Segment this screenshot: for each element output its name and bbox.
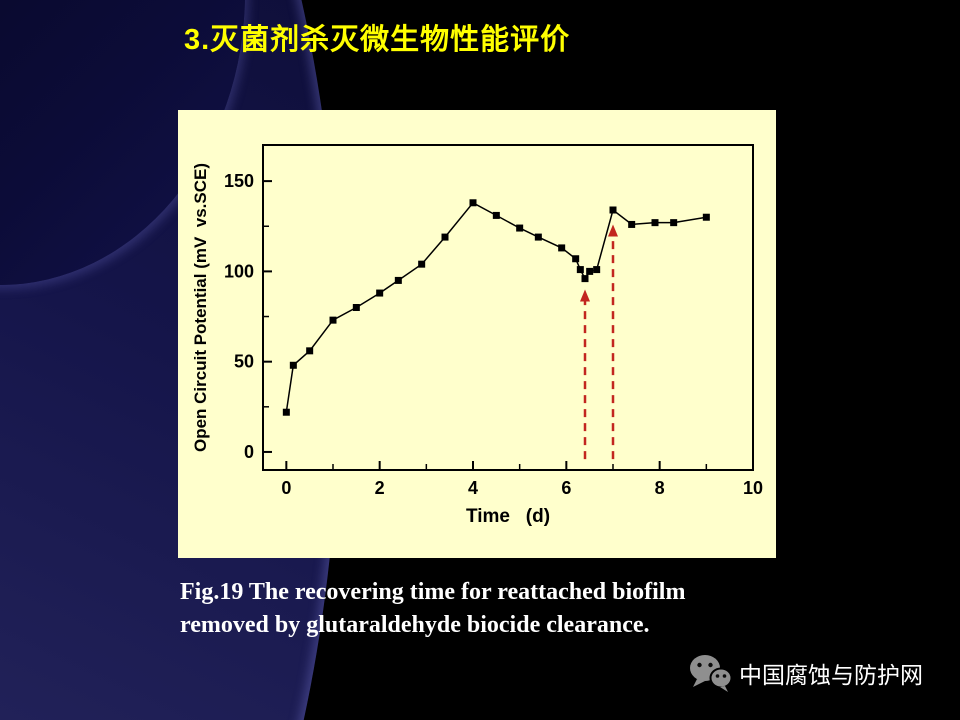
watermark-text: 中国腐蚀与防护网 bbox=[739, 662, 923, 688]
svg-text:0: 0 bbox=[244, 442, 254, 462]
svg-text:8: 8 bbox=[655, 478, 665, 498]
svg-text:100: 100 bbox=[224, 261, 254, 281]
watermark: 中国腐蚀与防护网 bbox=[688, 650, 923, 696]
chart-panel: 0 2 4 6 8 10 0 50 100 150 Time (d) Open Circuit Pot… bbox=[178, 110, 776, 558]
svg-text:Time (d): Time (d) bbox=[466, 506, 550, 527]
slide-title: 3.灭菌剂杀灭微生物性能评价 bbox=[184, 24, 571, 56]
svg-text:2: 2 bbox=[375, 478, 385, 498]
svg-text:4: 4 bbox=[468, 478, 478, 498]
svg-text:6: 6 bbox=[561, 478, 571, 498]
wechat-icon bbox=[690, 655, 732, 692]
figure-caption: Fig.19 The recovering time for reattache… bbox=[180, 576, 685, 642]
caption-line-1: Fig.19 The recovering time for reattache… bbox=[180, 579, 686, 605]
svg-text:0: 0 bbox=[281, 478, 291, 498]
svg-text:10: 10 bbox=[743, 478, 763, 498]
caption-line-2: removed by glutaraldehyde biocide cleara… bbox=[180, 612, 650, 639]
svg-text:150: 150 bbox=[224, 171, 254, 191]
svg-text:50: 50 bbox=[234, 352, 254, 372]
svg-text:Open Circuit Potential (mV vs: Open Circuit Potential (mV vs.SCE) bbox=[191, 163, 210, 452]
